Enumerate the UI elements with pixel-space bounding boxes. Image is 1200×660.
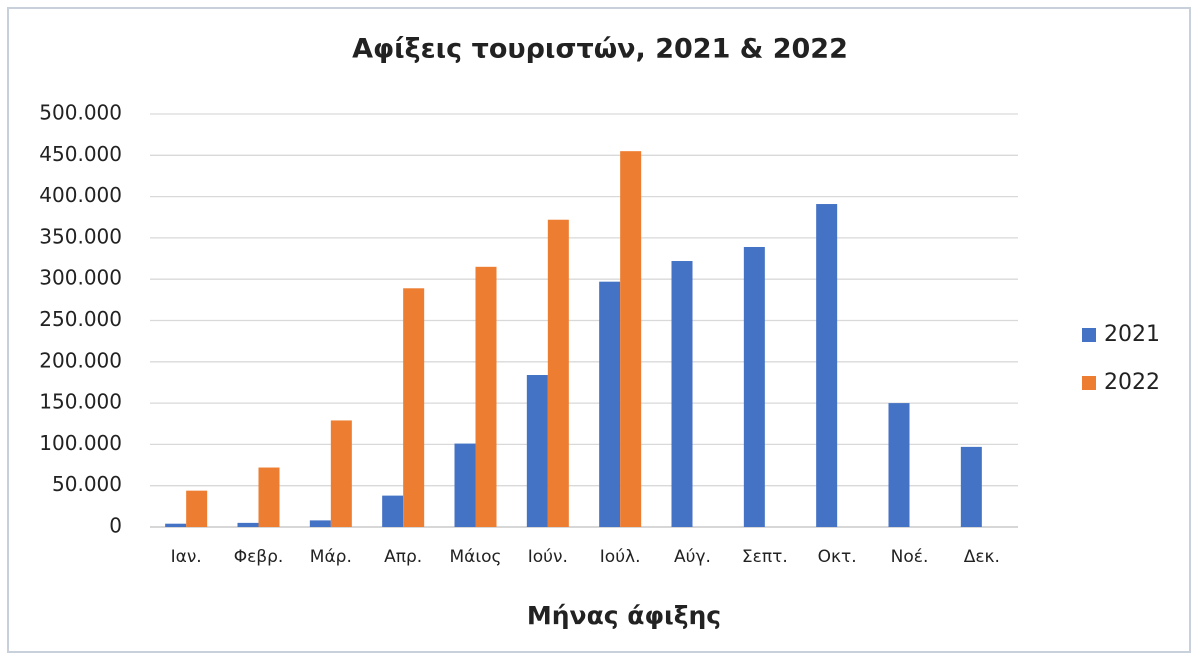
bar <box>475 266 497 527</box>
x-tick-label: Μάρ. <box>310 547 352 567</box>
bar <box>888 403 910 527</box>
bar <box>547 219 569 527</box>
x-tick-label: Μάιος <box>449 547 501 567</box>
chart-frame <box>7 7 1191 653</box>
bar <box>258 467 280 527</box>
y-tick-label: 150.000 <box>39 390 122 414</box>
x-tick-label: Ιαν. <box>171 547 202 567</box>
bar <box>743 246 765 527</box>
y-tick-label: 400.000 <box>39 183 122 207</box>
y-tick-label: 450.000 <box>39 142 122 166</box>
bar <box>330 420 352 527</box>
bar <box>403 288 425 527</box>
bar <box>382 495 404 527</box>
y-tick-label: 250.000 <box>39 307 122 331</box>
bar <box>237 522 259 527</box>
y-tick-label: 0 <box>109 514 122 538</box>
bar <box>186 490 208 527</box>
chart-title: Αφίξεις τουριστών, 2021 & 2022 <box>352 34 848 65</box>
x-tick-label: Νοέ. <box>891 547 929 567</box>
bar <box>526 375 548 527</box>
bar <box>309 520 331 527</box>
bar <box>620 151 642 528</box>
y-tick-label: 500.000 <box>39 101 122 125</box>
bar <box>454 443 476 527</box>
x-tick-label: Φεβρ. <box>234 547 284 567</box>
x-tick-label: Ιούν. <box>528 547 568 567</box>
y-tick-label: 300.000 <box>39 266 122 290</box>
bar <box>671 261 693 527</box>
bar <box>816 204 838 527</box>
legend-label: 2022 <box>1104 370 1160 395</box>
x-tick-label: Δεκ. <box>964 547 1000 567</box>
x-tick-label: Απρ. <box>384 547 422 567</box>
x-tick-label: Σεπτ. <box>742 547 788 567</box>
bar <box>960 446 982 527</box>
legend-label: 2021 <box>1104 322 1160 347</box>
x-tick-label: Αύγ. <box>674 547 711 567</box>
y-tick-label: 200.000 <box>39 348 122 372</box>
legend-swatch <box>1082 328 1096 342</box>
y-tick-label: 350.000 <box>39 224 122 248</box>
x-tick-label: Ιούλ. <box>600 547 641 567</box>
bar <box>165 523 187 527</box>
x-tick-label: Οκτ. <box>818 547 857 567</box>
y-tick-label: 50.000 <box>52 472 122 496</box>
x-axis-title: Μήνας άφιξης <box>527 601 721 630</box>
y-tick-label: 100.000 <box>39 431 122 455</box>
bar <box>599 281 621 527</box>
legend-swatch <box>1082 376 1096 390</box>
